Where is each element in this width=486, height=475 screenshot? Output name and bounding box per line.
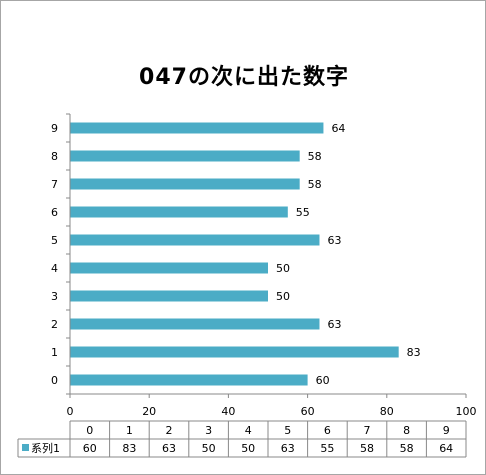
- table-value-8: 58: [400, 442, 414, 455]
- x-tick-label-100: 100: [456, 405, 477, 418]
- table-value-4: 50: [241, 442, 255, 455]
- table-header-1: 1: [126, 424, 133, 437]
- table-header-2: 2: [166, 424, 173, 437]
- x-tick-label-80: 80: [380, 405, 394, 418]
- data-label-4: 50: [276, 262, 290, 275]
- table-header-4: 4: [245, 424, 252, 437]
- y-tick-label-0: 0: [51, 374, 58, 387]
- bar-7: [70, 178, 300, 190]
- table-value-6: 55: [320, 442, 334, 455]
- y-tick-label-7: 7: [51, 178, 58, 191]
- x-tick-label-60: 60: [301, 405, 315, 418]
- series-name: 系列1: [31, 441, 60, 455]
- chart-title: 047の次に出た数字: [139, 65, 349, 90]
- data-label-2: 63: [327, 318, 341, 331]
- x-tick-label-0: 0: [67, 405, 74, 418]
- table-header-7: 7: [364, 424, 371, 437]
- bar-3: [70, 290, 268, 302]
- bar-1: [70, 346, 399, 358]
- bar-2: [70, 318, 320, 330]
- table-value-1: 83: [122, 442, 136, 455]
- y-tick-label-4: 4: [51, 262, 58, 275]
- bar-6: [70, 206, 288, 218]
- table-value-9: 64: [439, 442, 453, 455]
- y-tick-label-6: 6: [51, 206, 58, 219]
- table-value-3: 50: [202, 442, 216, 455]
- x-tick-label-40: 40: [221, 405, 235, 418]
- data-label-6: 55: [296, 206, 310, 219]
- x-tick-label-20: 20: [142, 405, 156, 418]
- y-tick-label-3: 3: [51, 290, 58, 303]
- bar-9: [70, 122, 324, 134]
- bar-4: [70, 262, 268, 274]
- table-header-3: 3: [205, 424, 212, 437]
- table-value-5: 63: [281, 442, 295, 455]
- table-value-2: 63: [162, 442, 176, 455]
- y-tick-label-2: 2: [51, 318, 58, 331]
- y-tick-label-9: 9: [51, 122, 58, 135]
- data-label-1: 83: [407, 346, 421, 359]
- y-tick-label-5: 5: [51, 234, 58, 247]
- bar-8: [70, 150, 300, 162]
- table-value-7: 58: [360, 442, 374, 455]
- bar-0: [70, 374, 308, 386]
- y-tick-label-8: 8: [51, 150, 58, 163]
- data-label-0: 60: [316, 374, 330, 387]
- y-tick-label-1: 1: [51, 346, 58, 359]
- table-header-8: 8: [403, 424, 410, 437]
- table-header-9: 9: [443, 424, 450, 437]
- table-value-0: 60: [83, 442, 97, 455]
- data-label-8: 58: [308, 150, 322, 163]
- legend-swatch: [22, 444, 29, 451]
- data-label-7: 58: [308, 178, 322, 191]
- table-header-0: 0: [86, 424, 93, 437]
- data-label-9: 64: [331, 122, 345, 135]
- bar-5: [70, 234, 320, 246]
- table-header-6: 6: [324, 424, 331, 437]
- data-label-3: 50: [276, 290, 290, 303]
- table-header-5: 5: [284, 424, 291, 437]
- data-label-5: 63: [327, 234, 341, 247]
